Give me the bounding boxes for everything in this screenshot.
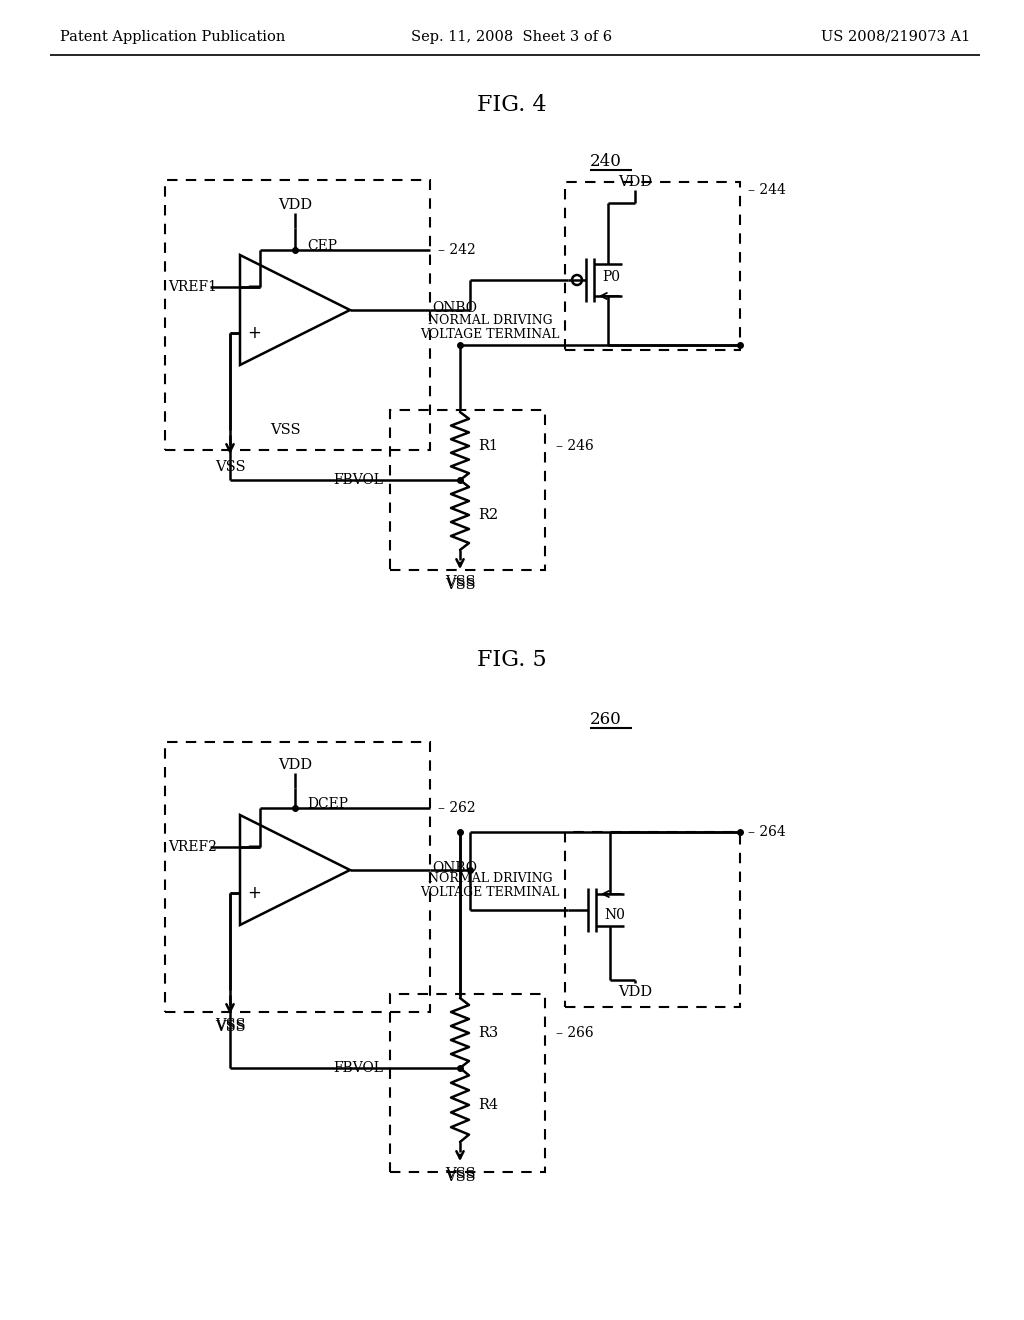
Text: FIG. 4: FIG. 4 [477,94,547,116]
Bar [565,832,740,1007]
Text: VREF1: VREF1 [168,280,217,294]
Bar [390,994,545,1172]
Text: VSS: VSS [444,576,475,589]
Text: −: − [247,279,261,296]
Bar [390,411,545,570]
Text: ONBO: ONBO [432,301,477,315]
Bar [565,182,740,350]
Text: 260: 260 [590,711,622,729]
Text: VSS: VSS [269,422,300,437]
Text: R1: R1 [478,440,498,453]
Text: VSS: VSS [444,1167,475,1181]
Text: VDD: VDD [278,198,312,213]
Text: R2: R2 [478,508,498,521]
Text: VSS: VSS [215,1020,246,1034]
Text: CEP: CEP [307,239,337,253]
Text: VDD: VDD [617,985,652,999]
Text: – 242: – 242 [438,243,476,257]
Text: VSS: VSS [215,459,246,474]
Text: – 266: – 266 [556,1026,594,1040]
Text: R3: R3 [478,1026,499,1040]
Text: +: + [247,884,261,902]
Text: VDD: VDD [617,176,652,189]
Text: Patent Application Publication: Patent Application Publication [60,30,286,44]
Text: VOLTAGE TERMINAL: VOLTAGE TERMINAL [420,327,560,341]
Text: 240: 240 [590,153,622,170]
Text: VREF2: VREF2 [168,840,217,854]
Text: NORMAL DRIVING: NORMAL DRIVING [428,314,552,326]
Text: VSS: VSS [444,578,475,591]
Text: FBVOL: FBVOL [333,1061,383,1074]
Bar [165,742,430,1012]
Text: ONBO: ONBO [432,861,477,875]
Text: FIG. 5: FIG. 5 [477,649,547,671]
Text: VSS: VSS [215,1018,246,1032]
Text: – 246: – 246 [556,440,594,453]
Text: P0: P0 [602,271,620,284]
Text: NORMAL DRIVING: NORMAL DRIVING [428,871,552,884]
Text: FBVOL: FBVOL [333,473,383,487]
Text: R4: R4 [478,1098,498,1111]
Text: – 262: – 262 [438,801,475,814]
Text: −: − [247,838,261,855]
Text: – 264: – 264 [748,825,785,840]
Text: US 2008/219073 A1: US 2008/219073 A1 [821,30,970,44]
Text: Sep. 11, 2008  Sheet 3 of 6: Sep. 11, 2008 Sheet 3 of 6 [412,30,612,44]
Text: DCEP: DCEP [307,797,348,810]
Text: VOLTAGE TERMINAL: VOLTAGE TERMINAL [420,886,560,899]
Bar [165,180,430,450]
Text: +: + [247,325,261,342]
Text: N0: N0 [604,908,625,921]
Text: VDD: VDD [278,758,312,772]
Text: VSS: VSS [444,1170,475,1184]
Text: – 244: – 244 [748,183,785,197]
